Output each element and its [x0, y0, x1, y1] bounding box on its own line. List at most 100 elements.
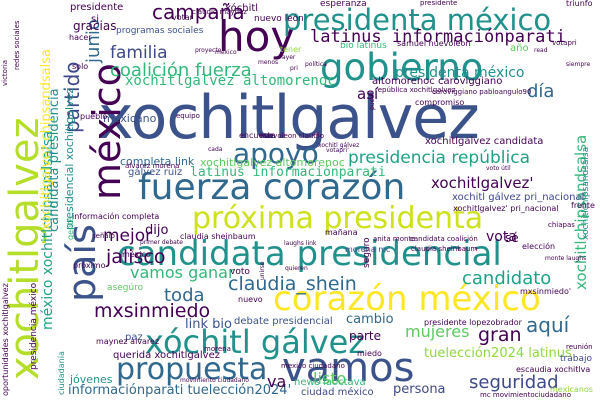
word-listo: listo: [313, 369, 347, 388]
word-reunion: reunión: [566, 343, 593, 351]
word-aseguro: asegúro: [107, 283, 144, 293]
word-dijo: dijo: [145, 223, 169, 238]
word-persona: persona: [393, 382, 446, 397]
word-presidenta-mexico: presidenta méxico: [283, 3, 552, 37]
word-seguridad: seguridad: [469, 372, 559, 393]
word-presidencial-xochitlgalvez: presidencial xochitlgalvez: [63, 87, 76, 230]
word-va: va: [267, 372, 287, 391]
word-pri: pri: [290, 65, 298, 72]
word-proyecto: proyecto: [195, 47, 222, 54]
word-candidata-coalicion: candidata coalición: [410, 235, 478, 243]
word-fuerza-corazon: fuerza corazón: [138, 167, 406, 208]
word-mexicanos: mexicanos: [550, 385, 593, 394]
word-mexico-ciudadano: mexico ciudadano: [281, 362, 345, 370]
word-xochitlgalvez-candidata: xochitlgalvez candidata: [425, 136, 544, 147]
word-nuevoleon-claudio: nuevoleon claudio: [260, 132, 324, 140]
word-si: si: [91, 14, 99, 25]
word-quieren: quieren: [285, 265, 308, 272]
word-mxsinmiedo: mxsinmiedo: [94, 300, 211, 322]
word-chiapas: chiapas: [548, 221, 575, 229]
word-paz: paz: [125, 332, 143, 343]
word-xochitl: xóchitl: [225, 3, 259, 14]
word-manana: mañana: [325, 228, 358, 237]
word-vamos-ganar: vamos ganar: [130, 263, 235, 282]
word-se: sé: [505, 231, 519, 245]
word-oportunidades: oportunidades xochitlgalvez: [1, 283, 10, 396]
word-presidente-top: presidente: [70, 2, 124, 13]
word-claudio-maynez: claudio maynez: [192, 8, 248, 16]
word-frente: frente: [571, 201, 595, 210]
word-mujeres: mujeres: [405, 322, 470, 341]
word-gran: gran: [478, 324, 522, 346]
word-menos: menos: [258, 59, 279, 66]
word-candidata-presidencial: candidata presidencial: [117, 234, 502, 274]
word-apoyo: apoyo: [233, 137, 319, 170]
word-movimiento-ciudadano: movimiento ciudadano: [180, 377, 249, 384]
word-cada: cada: [208, 146, 223, 153]
word-morena-mc: morena mc: [345, 245, 391, 254]
word-xochitl-galvez: xóchitl gálvez: [145, 323, 366, 361]
word-candidato: candidato: [462, 268, 552, 289]
word-xochitlgalvez-chipsandsalsa: xochitlgalvez chipsandsalsa: [39, 48, 54, 230]
word-latinus-informacionparati-2: latinus informaciónparati: [190, 165, 386, 180]
word-nuevo-leon: nuevo león: [254, 14, 304, 24]
word-claudia-sheinbaum-2: claudia sheinbaum: [411, 245, 478, 253]
word-compromiso: compromiso: [415, 98, 465, 107]
word-presidente-lopezobrador: presidente lopezobrador: [424, 318, 522, 327]
word-encuesta: encuesta: [239, 131, 276, 140]
word-escaudia-xochitlva: escaudia xochitlva: [516, 365, 591, 374]
word-proximo: próximo: [73, 261, 106, 270]
word-altomorenoc-caroviggiano: altomorenoc caroviggiano: [372, 76, 503, 87]
word-esperanza: esperanza: [320, 0, 367, 9]
word-jovenes: jóvenes: [70, 373, 113, 386]
word-xochitlgalvez-main: xochitlgalvez: [98, 83, 480, 153]
word-samuel-nuevoleon: samuel nuevoleon: [397, 39, 471, 48]
word-tener: tener: [280, 45, 302, 54]
word-latinus-informacionparati: latinus informaciónparati: [310, 27, 566, 47]
word-gobierno: gobierno: [320, 46, 484, 89]
word-monte-laughs: monte laughs: [545, 255, 587, 262]
word-mexico-vertical: méxico: [85, 63, 129, 200]
word-puede: puede: [369, 91, 376, 110]
word-anita-monte: anita monte: [373, 235, 416, 243]
word-presidencia-mexico-v: presidencia méxico: [29, 282, 39, 370]
word-bio-latinus: bio latinus: [340, 41, 387, 51]
word-alvarez-morena: alvarez morena: [125, 162, 180, 170]
word-mexico-small: méxico: [122, 250, 151, 259]
word-ano: año: [510, 43, 529, 54]
word-informacionparati-tueleccion2024: informaciónparati tuelección2024': [68, 383, 292, 398]
word-asi: así: [357, 85, 379, 103]
word-triunfo: triunfo: [566, 0, 593, 8]
word-laughs-link: laughs link: [284, 240, 317, 247]
word-gente: gente: [66, 216, 75, 240]
word-presidenta-mexico-2: presidenta méxico: [395, 65, 525, 81]
word-querida-xochitlgalvez: querida xochitlgalvez: [113, 350, 220, 361]
word-ayer: ayer: [282, 54, 296, 61]
word-completa-link: completa link: [120, 155, 195, 168]
word-link-bio: link bio: [185, 317, 232, 332]
word-campana: campaña: [152, 0, 245, 24]
word-xochitlgalvez-quote: xochitlgalvez': [431, 174, 534, 192]
word-familia: familia: [110, 43, 168, 63]
word-mexicano: mexicano: [103, 112, 157, 125]
word-voto-util: voto útil: [486, 165, 511, 172]
word-toda: toda: [164, 285, 205, 306]
word-mexico-tiny: mexico: [215, 49, 237, 56]
word-politica: política: [305, 61, 327, 68]
word-hoy: hoy: [218, 12, 296, 61]
word-presidente-top-2: presidente: [420, 0, 458, 7]
word-xochitl-galvez-pri: xochitl gálvez pri_nacional: [452, 192, 585, 203]
word-claudia-sheinbaum: claudia sheinbaum: [180, 232, 256, 241]
word-vota: vota: [486, 229, 517, 245]
word-ciudad-mexico: ciudad méxico: [301, 387, 374, 398]
word-xochitl-galvez-tiny: xochitl gálvez: [318, 142, 360, 149]
word-xochitlgalvez-altomorenoc-2: xochitlgalvez altomorenoc: [200, 156, 345, 169]
word-republica-xochitlgalvez: república xochitlgalvez: [375, 86, 456, 94]
word-equipo: equipo: [176, 112, 200, 120]
word-morena: morena: [204, 345, 231, 353]
word-pueblo: pueblo: [80, 112, 108, 121]
word-tueleccion2024-latinus: tuelección2024 latinus: [424, 346, 572, 361]
word-seguro: seguro: [362, 237, 372, 268]
word-proxima-presidenta: próxima presidenta: [192, 201, 484, 236]
